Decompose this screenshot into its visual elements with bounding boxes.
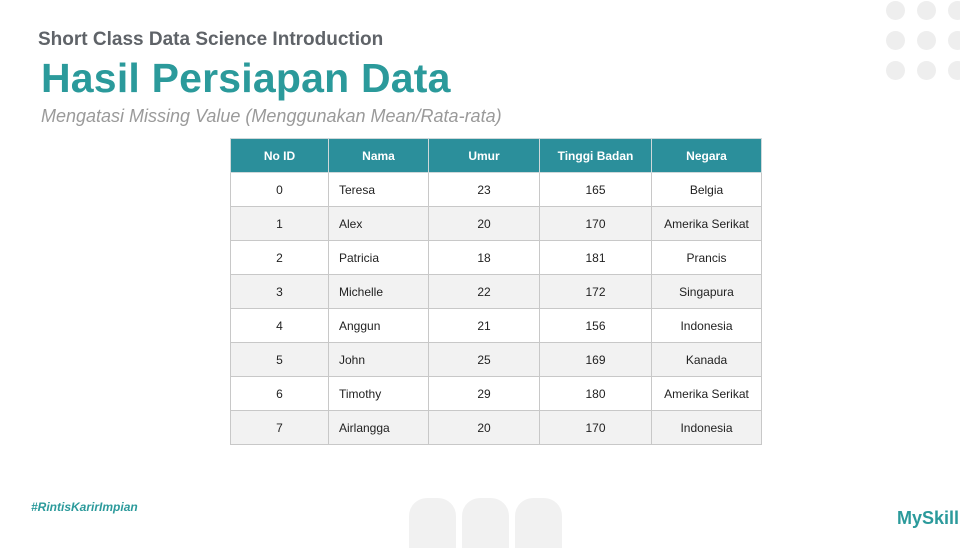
table-cell: 1 xyxy=(230,206,329,241)
table-cell: 181 xyxy=(539,240,652,275)
table-cell: 29 xyxy=(428,376,540,411)
decorative-arches xyxy=(408,498,564,548)
dot-icon xyxy=(917,31,936,50)
dot-icon xyxy=(886,1,905,20)
table-cell: 165 xyxy=(539,172,652,207)
table-row: 4 Anggun 21 156 Indonesia xyxy=(230,308,762,343)
column-header: Nama xyxy=(328,138,429,173)
arch-shape xyxy=(409,498,456,548)
table-cell: Amerika Serikat xyxy=(651,206,762,241)
table-cell: 7 xyxy=(230,410,329,445)
table-cell: 180 xyxy=(539,376,652,411)
column-header: Tinggi Badan xyxy=(539,138,652,173)
table-cell: Belgia xyxy=(651,172,762,207)
table-cell: Timothy xyxy=(328,376,429,411)
table-cell: 3 xyxy=(230,274,329,309)
table-row: 6 Timothy 29 180 Amerika Serikat xyxy=(230,376,762,411)
table-row: 5 John 25 169 Kanada xyxy=(230,342,762,377)
table-cell: John xyxy=(328,342,429,377)
table-cell: Kanada xyxy=(651,342,762,377)
table-cell: 172 xyxy=(539,274,652,309)
table-cell: 20 xyxy=(428,410,540,445)
table-row: 0 Teresa 23 165 Belgia xyxy=(230,172,762,207)
data-table: No ID Nama Umur Tinggi Badan Negara 0 Ter… xyxy=(230,138,762,445)
myskill-logo: MySkill xyxy=(897,508,960,528)
dot-icon xyxy=(886,61,905,80)
table-cell: 5 xyxy=(230,342,329,377)
table-cell: 4 xyxy=(230,308,329,343)
table-cell: 169 xyxy=(539,342,652,377)
dot-icon xyxy=(948,31,960,50)
table-cell: Amerika Serikat xyxy=(651,376,762,411)
table-cell: Prancis xyxy=(651,240,762,275)
column-header: Umur xyxy=(428,138,540,173)
dot-icon xyxy=(917,1,936,20)
table-cell: Airlangga xyxy=(328,410,429,445)
table-header-row: No ID Nama Umur Tinggi Badan Negara xyxy=(230,138,762,173)
dot-icon xyxy=(948,61,960,80)
page-subtitle: Mengatasi Missing Value (Menggunakan Mea… xyxy=(41,106,502,126)
table-cell: 20 xyxy=(428,206,540,241)
table-cell: Singapura xyxy=(651,274,762,309)
table-cell: Patricia xyxy=(328,240,429,275)
table-cell: 170 xyxy=(539,410,652,445)
table-cell: 18 xyxy=(428,240,540,275)
decorative-dots xyxy=(886,0,960,90)
table-cell: 156 xyxy=(539,308,652,343)
dot-icon xyxy=(917,61,936,80)
table-row: 2 Patricia 18 181 Prancis xyxy=(230,240,762,275)
table-cell: Alex xyxy=(328,206,429,241)
table-cell: 2 xyxy=(230,240,329,275)
column-header: No ID xyxy=(230,138,329,173)
arch-shape xyxy=(515,498,562,548)
table-cell: Teresa xyxy=(328,172,429,207)
arch-shape xyxy=(462,498,509,548)
column-header: Negara xyxy=(651,138,762,173)
table-cell: Indonesia xyxy=(651,410,762,445)
table-cell: 0 xyxy=(230,172,329,207)
table-cell: 25 xyxy=(428,342,540,377)
course-title: Short Class Data Science Introduction xyxy=(38,29,384,50)
table-cell: Michelle xyxy=(328,274,429,309)
page-title: Hasil Persiapan Data xyxy=(41,55,451,101)
table-cell: 21 xyxy=(428,308,540,343)
table-row: 3 Michelle 22 172 Singapura xyxy=(230,274,762,309)
table-cell: 22 xyxy=(428,274,540,309)
dot-icon xyxy=(948,1,960,20)
table-cell: 23 xyxy=(428,172,540,207)
table-cell: 6 xyxy=(230,376,329,411)
table-row: 1 Alex 20 170 Amerika Serikat xyxy=(230,206,762,241)
table-cell: Indonesia xyxy=(651,308,762,343)
table-cell: 170 xyxy=(539,206,652,241)
hashtag: #RintisKarirImpian xyxy=(31,500,138,514)
table-cell: Anggun xyxy=(328,308,429,343)
dot-icon xyxy=(886,31,905,50)
table-row: 7 Airlangga 20 170 Indonesia xyxy=(230,410,762,445)
